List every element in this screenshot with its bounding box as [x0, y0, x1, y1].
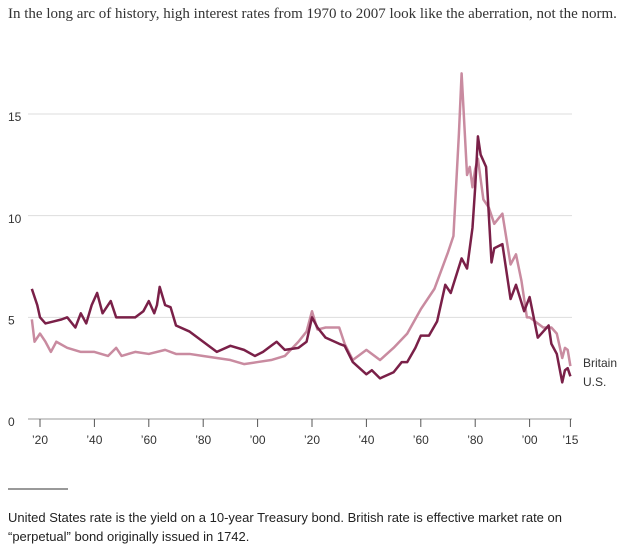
y-tick-label: 5	[8, 314, 15, 328]
x-tick-label: ’20	[304, 433, 320, 447]
series-label: U.S.	[583, 375, 606, 389]
series-line	[30, 135, 572, 384]
x-tick-label: ’40	[358, 433, 374, 447]
y-tick-label: 15	[8, 110, 22, 124]
x-tick-label: ’00	[250, 433, 266, 447]
series-label: Britain	[583, 356, 617, 370]
chart-note: United States rate is the yield on a 10-…	[8, 510, 562, 544]
x-tick-label: ’60	[413, 433, 429, 447]
x-tick-label: ’20	[32, 433, 48, 447]
series-line	[30, 72, 572, 367]
y-tick-label: 0	[8, 415, 15, 429]
chart-title: In the long arc of history, high interes…	[8, 6, 617, 22]
x-tick-label: ’60	[141, 433, 157, 447]
x-tick-label: ’40	[86, 433, 102, 447]
x-tick-label: ’80	[195, 433, 211, 447]
y-tick-label: 10	[8, 212, 22, 226]
x-tick-label: ’00	[522, 433, 538, 447]
x-tick-label: ’15	[562, 433, 578, 447]
x-tick-label: ’80	[467, 433, 483, 447]
